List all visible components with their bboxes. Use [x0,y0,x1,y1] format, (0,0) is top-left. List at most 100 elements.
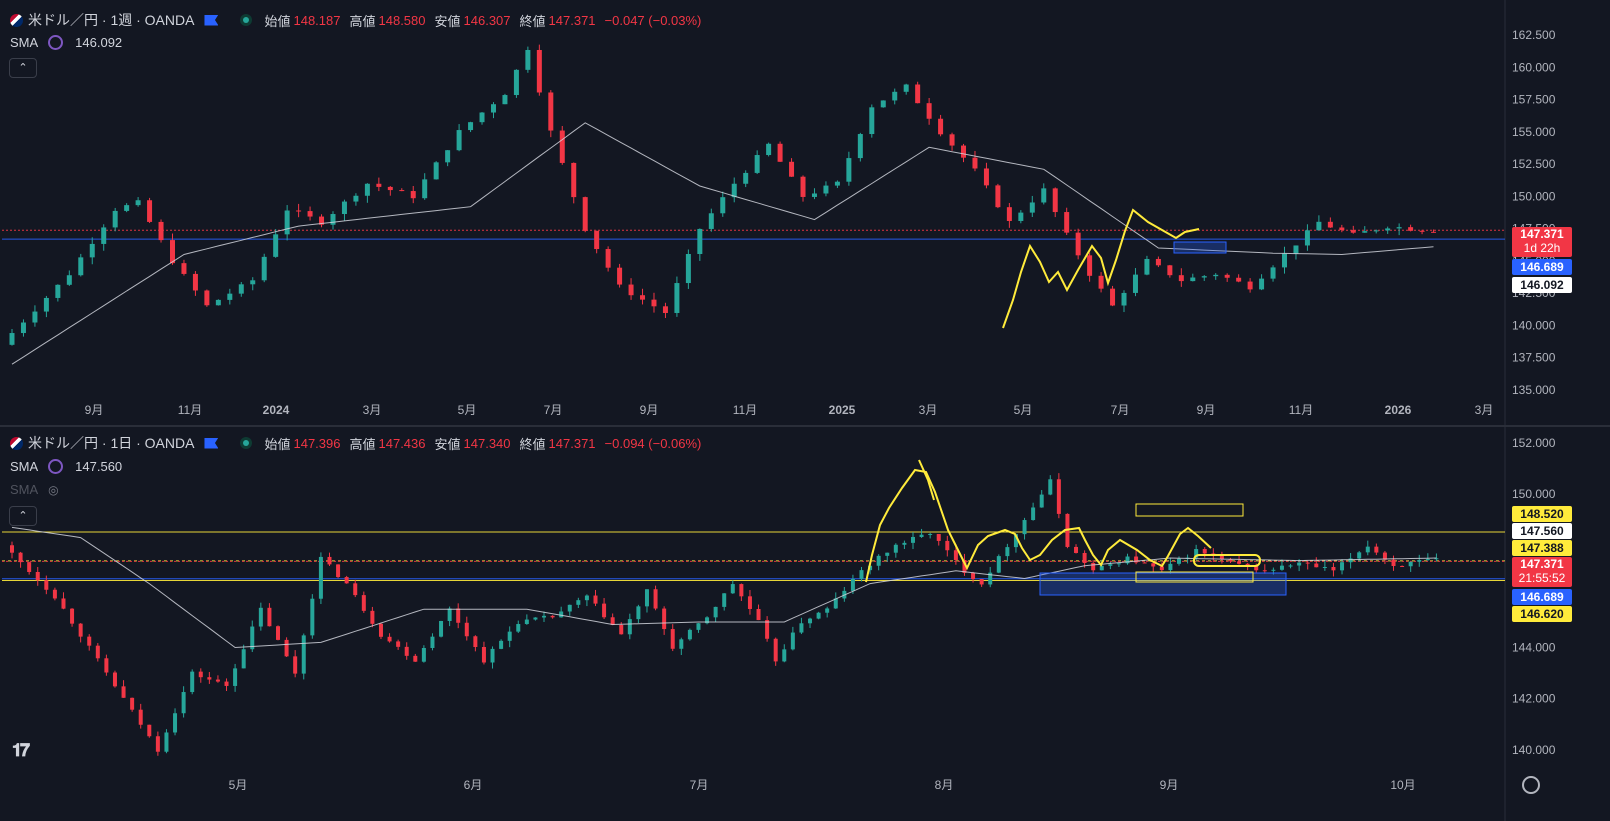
daily-resistance-box [1135,503,1244,517]
candle-body [972,157,978,169]
candle-body [1075,232,1081,256]
change-value: −0.094 (−0.06%) [604,435,702,451]
candle-body [169,240,175,264]
candle-body [1190,277,1196,282]
sma2-label: SMA [10,482,39,497]
candle-body [893,544,898,553]
weekly-sma-legend[interactable]: SMA 146.092 [10,35,122,50]
x-tick-label: 9月 [85,403,104,417]
candle-body [112,672,117,687]
candle-body [1357,552,1362,559]
daily-sma-tag: 147.560 [1512,523,1572,539]
candle-body [490,104,496,113]
candle-body [284,210,290,235]
daily-sma-legend[interactable]: SMA 147.560 [10,459,122,474]
candle-body [1041,188,1047,203]
candle-body [52,589,57,599]
candle-body [524,619,529,625]
x-tick-label: 7月 [544,403,563,417]
candle-body [1259,278,1265,290]
candle-body [988,572,993,585]
candle-body [224,681,229,686]
candle-body [1314,563,1319,568]
weekly-blue-tag: 146.689 [1512,259,1572,275]
candle-body [869,107,875,135]
candle-body [722,593,727,607]
sma-value: 146.092 [75,35,123,50]
candle-body [87,636,92,646]
weekly-symbol[interactable]: 米ドル／円 · 1週 · OANDA [28,12,195,28]
candle-body [1108,564,1113,566]
candle-body [903,84,909,92]
candle-body [834,181,840,186]
eye-hidden-icon[interactable]: ◎ [48,482,59,497]
candle-body [696,623,701,630]
candle-body [533,617,538,620]
candle-body [1155,258,1161,266]
candle-body [536,49,542,93]
candle-body [1099,565,1104,571]
candle-body [1236,277,1242,282]
candle-body [241,649,246,669]
candle-body [1316,221,1322,231]
sma-settings-icon[interactable] [48,35,64,50]
x-tick-label: 10月 [1390,778,1415,792]
y-tick-label: 160.000 [1512,60,1556,74]
candle-body [902,542,907,545]
candle-body [1331,567,1336,571]
candle-body [124,205,130,211]
candle-body [983,168,989,186]
candle-body [164,732,169,752]
sma-settings-icon[interactable] [48,459,64,474]
candle-body [215,679,220,682]
candle-body [447,608,452,621]
candle-body [602,603,607,618]
gear-icon[interactable] [1522,776,1540,794]
candle-body [1419,230,1425,232]
flag-icon [10,13,23,27]
candle-body [273,234,279,257]
y-tick-label: 152.500 [1512,157,1556,171]
candle-body [293,656,298,674]
candle-body [1159,566,1164,571]
tradingview-logo-icon[interactable]: 𝟏𝟕 [12,740,30,760]
candle-body [215,299,221,306]
candle-body [413,655,418,662]
weekly-countdown: 1d 22h [1523,241,1561,255]
collapse-icon[interactable]: ⌃ [9,58,37,78]
flag-icon [10,436,23,450]
candle-body [364,183,370,196]
y-tick-label: 150.000 [1512,487,1556,501]
daily-sma2-legend[interactable]: SMA ◎ [10,482,59,497]
open-value: 147.396 [293,435,341,451]
candle-body [1039,494,1044,508]
y-tick-label: 157.500 [1512,93,1556,107]
candle-body [198,671,203,678]
candle-body [880,100,886,108]
candle-body [1373,230,1379,232]
candle-body [811,193,817,197]
candle-body [61,598,66,609]
candle-body [276,626,281,640]
candle-body [653,589,658,609]
candle-body [341,201,347,215]
candle-body [1201,276,1207,278]
x-tick-label: 9月 [1160,778,1179,792]
candle-body [104,658,109,673]
candle-body [1219,555,1224,560]
sma-value: 147.560 [75,459,123,474]
daily-symbol[interactable]: 米ドル／円 · 1日 · OANDA [28,435,195,451]
candle-body [938,118,944,135]
candle-body [799,623,804,633]
candle-body [1297,562,1302,566]
candle-body [800,176,806,197]
candle-body [567,604,572,612]
candle-body [353,195,359,202]
candle-body [44,580,49,590]
collapse-icon[interactable]: ⌃ [9,506,37,526]
flag-marker-icon[interactable] [204,437,219,449]
candle-body [422,179,428,199]
candle-body [627,619,632,635]
flag-marker-icon[interactable] [204,14,219,26]
